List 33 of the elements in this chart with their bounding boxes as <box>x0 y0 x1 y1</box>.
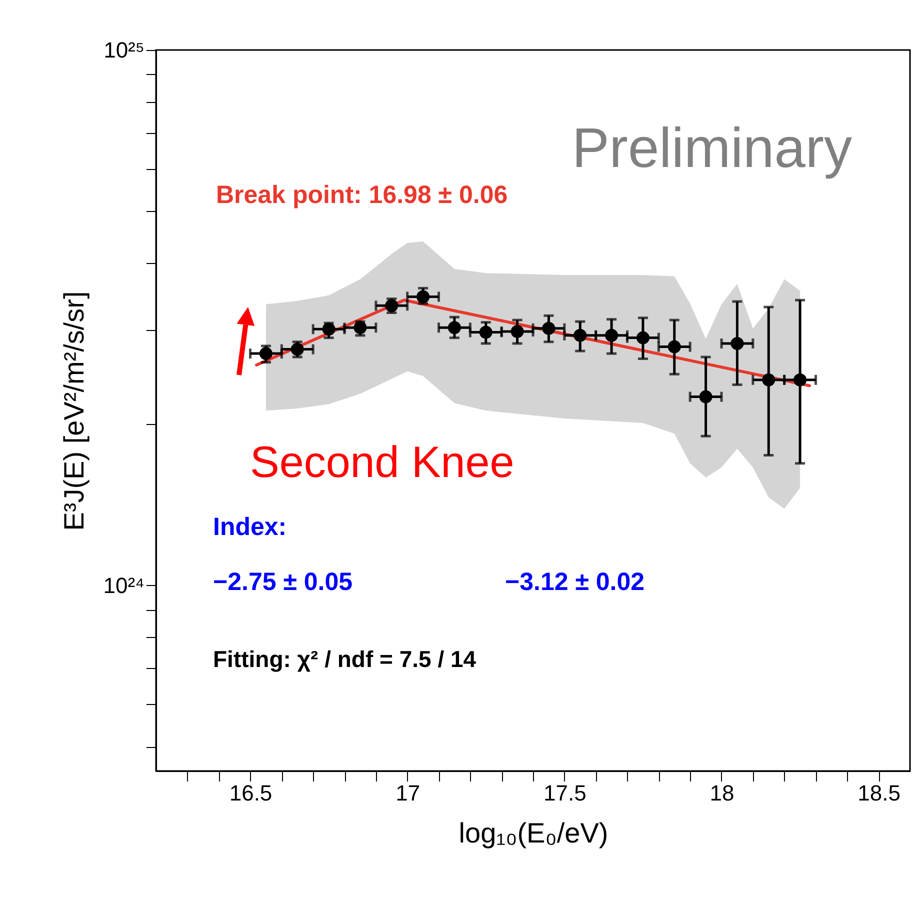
x-axis-title: log₁₀(E₀/eV) <box>458 818 608 848</box>
point <box>794 373 807 386</box>
point <box>762 373 776 386</box>
point <box>448 321 461 334</box>
point <box>542 322 556 335</box>
annotation: Second Knee <box>250 438 514 487</box>
point <box>605 328 618 342</box>
y-tick-label: 10²⁵ <box>104 38 144 62</box>
x-tick-label: 18.5 <box>858 780 900 806</box>
point <box>322 322 336 336</box>
y-axis-title: E³J(E) [eV²/m²/s/sr] <box>58 291 90 531</box>
x-tick-label: 17.5 <box>544 780 586 806</box>
annotation: Preliminary <box>572 116 852 179</box>
point <box>510 324 524 338</box>
point <box>479 326 492 339</box>
annotation: Fitting: χ² / ndf = 7.5 / 14 <box>213 646 476 672</box>
x-tick-label: 18 <box>710 780 734 806</box>
point <box>636 331 650 344</box>
point <box>574 328 587 342</box>
point <box>668 340 681 354</box>
x-tick-label: 17 <box>396 780 420 806</box>
annotation: −3.12 ± 0.02 <box>505 568 645 596</box>
point <box>416 290 430 304</box>
annotation: Index: <box>213 513 287 541</box>
point <box>354 321 367 334</box>
annotation: −2.75 ± 0.05 <box>213 568 353 596</box>
point <box>259 347 272 360</box>
point <box>730 336 744 350</box>
y-tick-label: 10²⁴ <box>103 572 144 598</box>
point <box>699 390 712 404</box>
annotation: Break point: 16.98 ± 0.06 <box>216 181 508 209</box>
x-tick-label: 16.5 <box>229 780 272 806</box>
point <box>290 342 304 356</box>
